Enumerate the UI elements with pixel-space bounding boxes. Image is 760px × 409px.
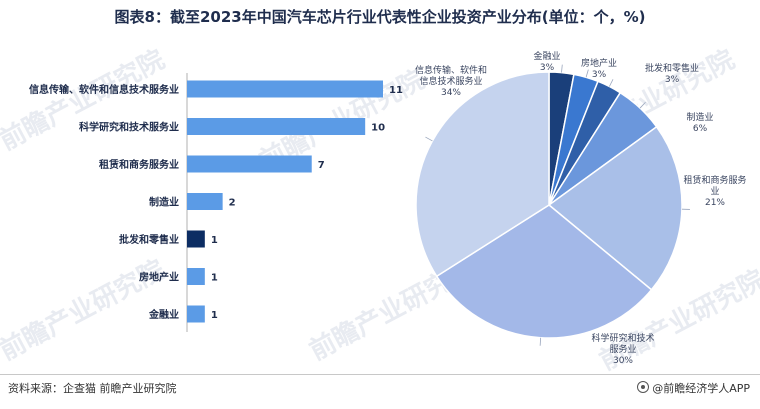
bar xyxy=(187,118,366,135)
category-label: 信息传输、软件和信息技术服务业 xyxy=(29,83,179,96)
brand-logo-icon xyxy=(637,381,650,393)
brand-text: @前瞻经济学人APP xyxy=(652,382,750,395)
pie-chart: 金融业 3% 房地产业 3% 批发和零售业 3% 制造业 6% 租赁和商务服务业 21% 科学研究和… xyxy=(415,50,747,366)
bar xyxy=(187,230,205,248)
bar-value-label: 1 xyxy=(211,235,218,246)
source-note: 资料来源：企查猫 前瞻产业研究院 xyxy=(8,382,177,395)
brand-credit: @前瞻经济学人APP xyxy=(637,380,750,396)
pie-percent-label: 3% xyxy=(592,70,607,80)
pie-leader-line xyxy=(561,64,563,73)
category-label: 租赁和商务服务业 xyxy=(99,158,179,171)
pie-leader-line xyxy=(585,69,589,78)
pie-percent-label: 6% xyxy=(693,124,708,134)
bar xyxy=(187,305,205,323)
pie-leader-line xyxy=(609,79,614,87)
pie-label: 批发和零售业 3% xyxy=(645,62,699,85)
pie-label: 制造业 6% xyxy=(686,111,713,134)
bar xyxy=(187,155,312,173)
bar-value-label: 11 xyxy=(389,85,403,96)
category-label: 制造业 xyxy=(149,196,179,209)
bar-value-label: 10 xyxy=(371,123,385,134)
pie-percent-label: 21% xyxy=(705,198,725,208)
bar-value-label: 7 xyxy=(318,160,325,171)
pie-percent-label: 30% xyxy=(613,356,633,366)
pie-percent-label: 34% xyxy=(441,88,461,98)
pie-slice xyxy=(547,125,683,291)
pie-label: 金融业 3% xyxy=(533,50,560,73)
pie-label: 信息传输、软件和信息技术服务业 34% xyxy=(415,64,487,98)
pie-label: 房地产业 3% xyxy=(581,57,617,80)
pie-percent-label: 3% xyxy=(540,63,555,73)
bar xyxy=(187,80,383,98)
pie-leader-line xyxy=(639,101,646,109)
pie-slice xyxy=(435,204,653,339)
chart-title: 图表8：截至2023年中国汽车芯片行业代表性企业投资产业分布(单位：个，%) xyxy=(114,8,646,26)
pie-label: 科学研究和技术服务业 30% xyxy=(591,332,654,366)
bar-value-label: 2 xyxy=(229,198,236,209)
pie-percent-label: 3% xyxy=(665,75,680,85)
pie-leader-line xyxy=(425,136,433,142)
bar-value-label: 1 xyxy=(211,273,218,284)
bar xyxy=(187,268,205,285)
footer-divider xyxy=(0,374,760,375)
pie-label: 租赁和商务服务业 21% xyxy=(683,174,746,208)
category-label: 金融业 xyxy=(148,308,179,321)
category-label: 房地产业 xyxy=(139,271,179,284)
bar-value-label: 1 xyxy=(211,310,218,321)
category-label: 科学研究和技术服务业 xyxy=(79,121,179,134)
bar xyxy=(187,193,223,210)
category-label: 批发和零售业 xyxy=(119,233,179,246)
pie-leader-line xyxy=(539,337,542,346)
